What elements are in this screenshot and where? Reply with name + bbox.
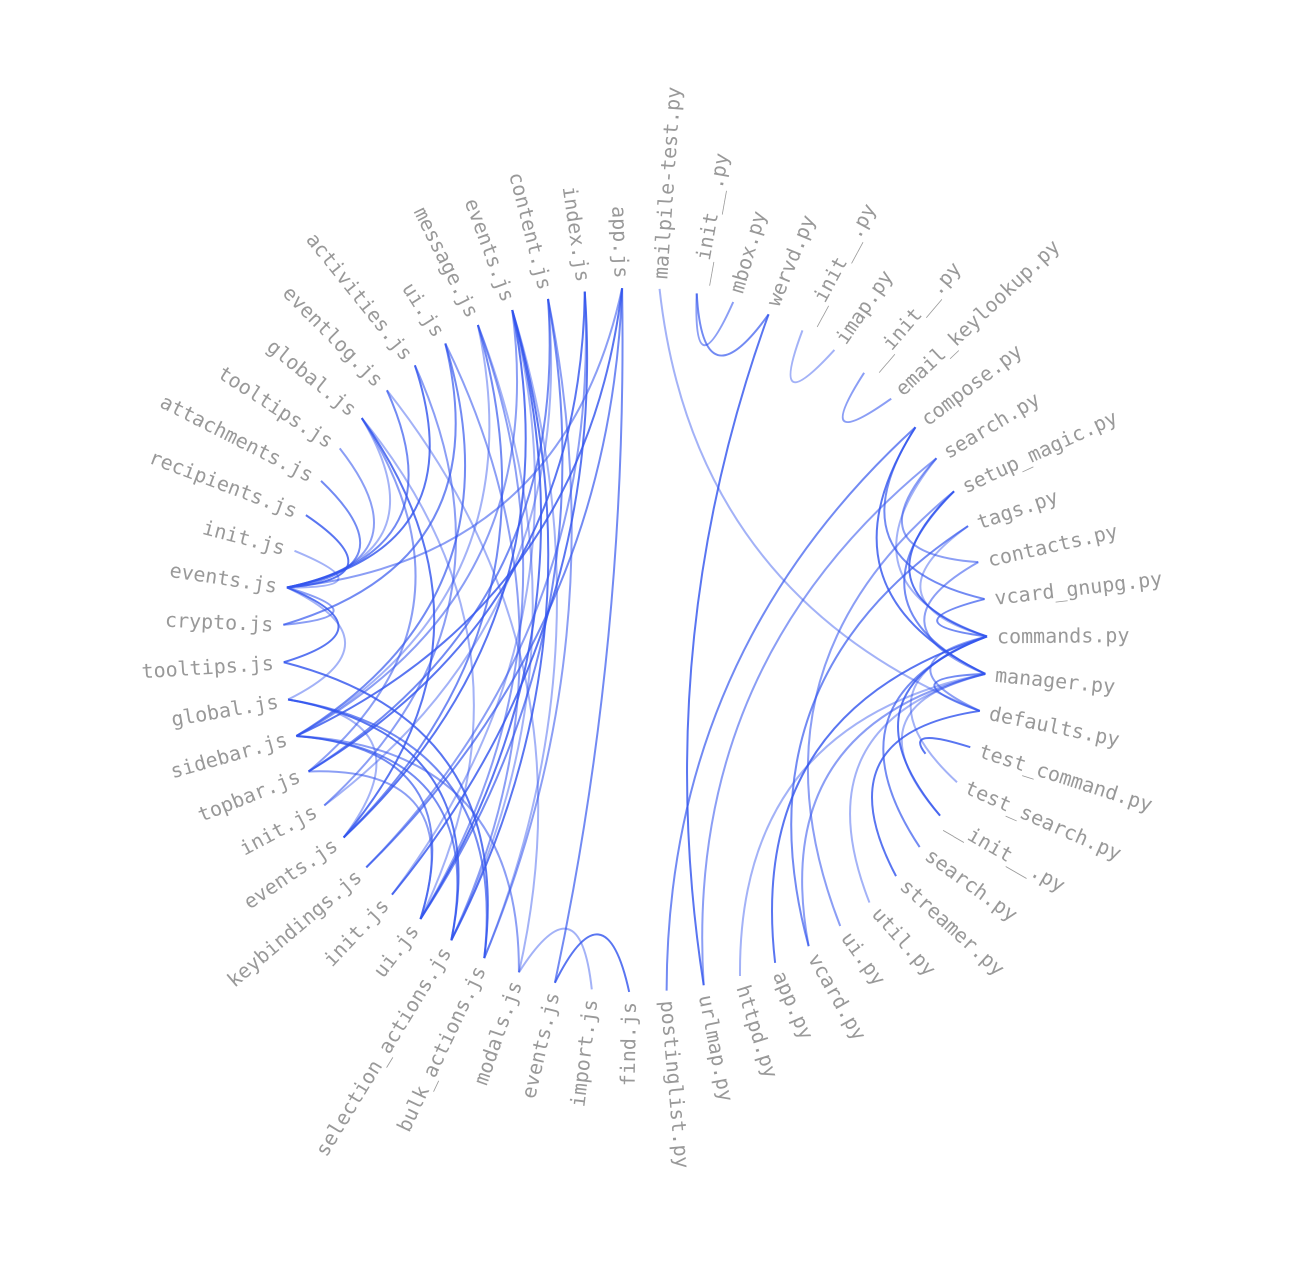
dependency-link (286, 417, 392, 589)
dependency-link (286, 288, 624, 589)
dependency-link (790, 525, 969, 947)
dependency-link (307, 417, 417, 773)
dependency-link (849, 672, 986, 903)
node-label: vcard_gnupg.py (993, 566, 1163, 609)
dependency-link (738, 672, 986, 976)
dependency-link (307, 298, 551, 773)
node-label: postinglist.py (656, 999, 695, 1169)
node-label: contacts.py (985, 519, 1119, 572)
dependency-link (882, 635, 988, 848)
dependency-link (665, 426, 917, 991)
dependency-link (295, 324, 491, 737)
dependency-link (419, 298, 564, 920)
dependency-link (518, 927, 593, 990)
node-label: defaults.py (987, 701, 1122, 751)
node-label: events.js (168, 558, 279, 598)
node-label: commands.py (997, 623, 1130, 648)
dependency-link (283, 661, 489, 959)
dependency-link (923, 561, 986, 675)
dependency-link (553, 288, 624, 983)
dependency-link (286, 586, 346, 701)
dependency-link (871, 709, 980, 877)
dependency-link (419, 309, 542, 920)
dependency-link (933, 672, 986, 712)
dependency-link (903, 490, 986, 675)
node-label: app.js (607, 206, 634, 279)
dependency-link (287, 698, 460, 941)
node-label: crypto.js (165, 608, 274, 637)
dependency-link (296, 735, 520, 973)
dependency-link (483, 309, 558, 959)
dependency-link (900, 457, 979, 564)
node-label: find.js (616, 1002, 641, 1087)
dependency-link (841, 372, 892, 424)
dependency-link (365, 291, 587, 869)
dependency-link (908, 490, 988, 638)
node-label: global.js (169, 689, 280, 731)
dependency-link (919, 525, 988, 638)
dependency-link (806, 490, 955, 927)
dependency-link (919, 737, 971, 755)
dependency-link (554, 933, 631, 993)
dependency-link (342, 417, 436, 839)
dependency-link (695, 293, 735, 347)
node-label: tooltips.js (141, 651, 275, 683)
node-label: tags.py (974, 484, 1062, 534)
dependency-link (283, 586, 340, 664)
dependency-link (789, 330, 836, 384)
dependency-link (287, 698, 488, 959)
dependency-link (450, 324, 534, 941)
dependency-link (342, 324, 504, 839)
dependency-link (295, 288, 624, 737)
node-label: import.js (565, 998, 602, 1109)
dependency-link (360, 417, 475, 920)
dependency-link (283, 343, 457, 626)
dependency-link (686, 313, 770, 986)
dependency-link (658, 288, 981, 712)
node-label: ui.py (836, 927, 891, 990)
dependency-link (483, 298, 573, 959)
dependency-link (286, 480, 362, 589)
node-label: index.js (558, 185, 595, 284)
node-label: mbox.py (724, 208, 771, 296)
dependency-link (386, 389, 540, 973)
dependency-link (283, 586, 335, 626)
node-label: httpd.py (732, 982, 784, 1081)
node-label: mailpile-test.py (648, 86, 685, 280)
dependency-links (283, 288, 988, 993)
dependency-link (801, 672, 986, 947)
node-label: manager.py (994, 663, 1116, 698)
node-label: events.js (516, 990, 564, 1101)
dependency-link (771, 635, 988, 964)
node-labels: mailpile-test.py __init__.pymbox.pywervd.… (141, 86, 1164, 1170)
dependency-link (936, 598, 988, 638)
node-label: init.js (200, 515, 288, 560)
node-label: app.py (768, 967, 819, 1043)
node-label: ui.js (368, 920, 424, 982)
dependency-link (450, 309, 550, 941)
dependency-link (295, 343, 467, 737)
node-label: bulk_actions.js (392, 962, 491, 1136)
dependency-link (701, 457, 938, 986)
dependency-link (295, 309, 519, 737)
dependency-link (695, 293, 770, 357)
node-label: urlmap.py (694, 993, 739, 1104)
node-label: __init__.py (687, 151, 734, 286)
node-label: ui.js (397, 278, 450, 342)
